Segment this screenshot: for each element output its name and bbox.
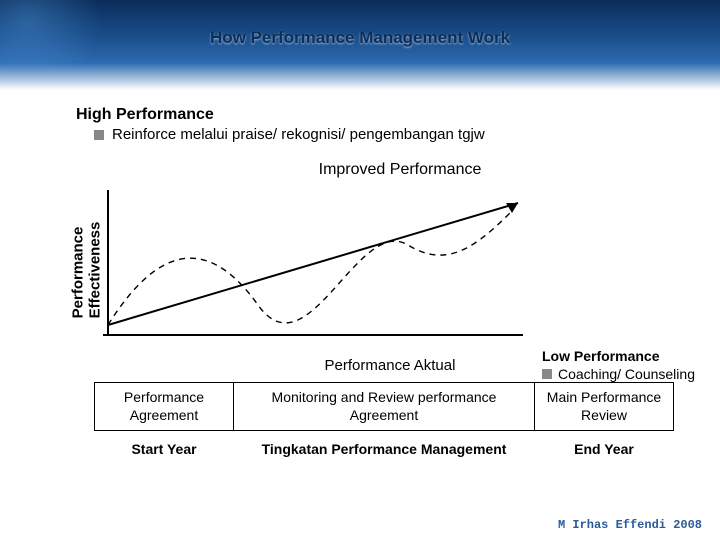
bullet-square-icon	[542, 369, 552, 379]
low-performance-bullet-text: Coaching/ Counseling	[558, 366, 695, 382]
slide-title: How Performance Management Work	[210, 28, 510, 48]
timeline-end: End Year	[534, 441, 674, 457]
timeline-row: Start Year Tingkatan Performance Managem…	[94, 441, 684, 457]
timeline-start: Start Year	[94, 441, 234, 457]
box-performance-agreement: Performance Agreement	[94, 382, 234, 431]
chart-svg	[98, 185, 528, 345]
header-overlay-decor	[0, 0, 140, 70]
high-performance-bullet: Reinforce melalui praise/ rekognisi/ pen…	[94, 126, 702, 143]
header-band: How Performance Management Work	[0, 0, 720, 90]
low-performance-heading: Low Performance	[542, 348, 712, 364]
bullet-square-icon	[94, 130, 104, 140]
content-area: High Performance Reinforce melalui prais…	[0, 90, 720, 457]
y-axis-label-line1: Performance	[69, 227, 86, 319]
high-performance-heading: High Performance	[76, 106, 702, 124]
improved-performance-label: Improved Performance	[98, 161, 702, 179]
low-performance-block: Low Performance Coaching/ Counseling	[542, 348, 712, 382]
process-boxes-row: Performance Agreement Monitoring and Rev…	[94, 382, 684, 431]
low-performance-bullet: Coaching/ Counseling	[542, 366, 712, 382]
footer-credit: M Irhas Effendi 2008	[558, 518, 702, 532]
chart-area: Performance Effectiveness	[18, 185, 702, 355]
timeline-center: Tingkatan Performance Management	[234, 441, 534, 457]
box-monitoring-review: Monitoring and Review performance Agreem…	[234, 382, 534, 431]
high-performance-bullet-text: Reinforce melalui praise/ rekognisi/ pen…	[112, 126, 485, 143]
box-main-review: Main Performance Review	[534, 382, 674, 431]
